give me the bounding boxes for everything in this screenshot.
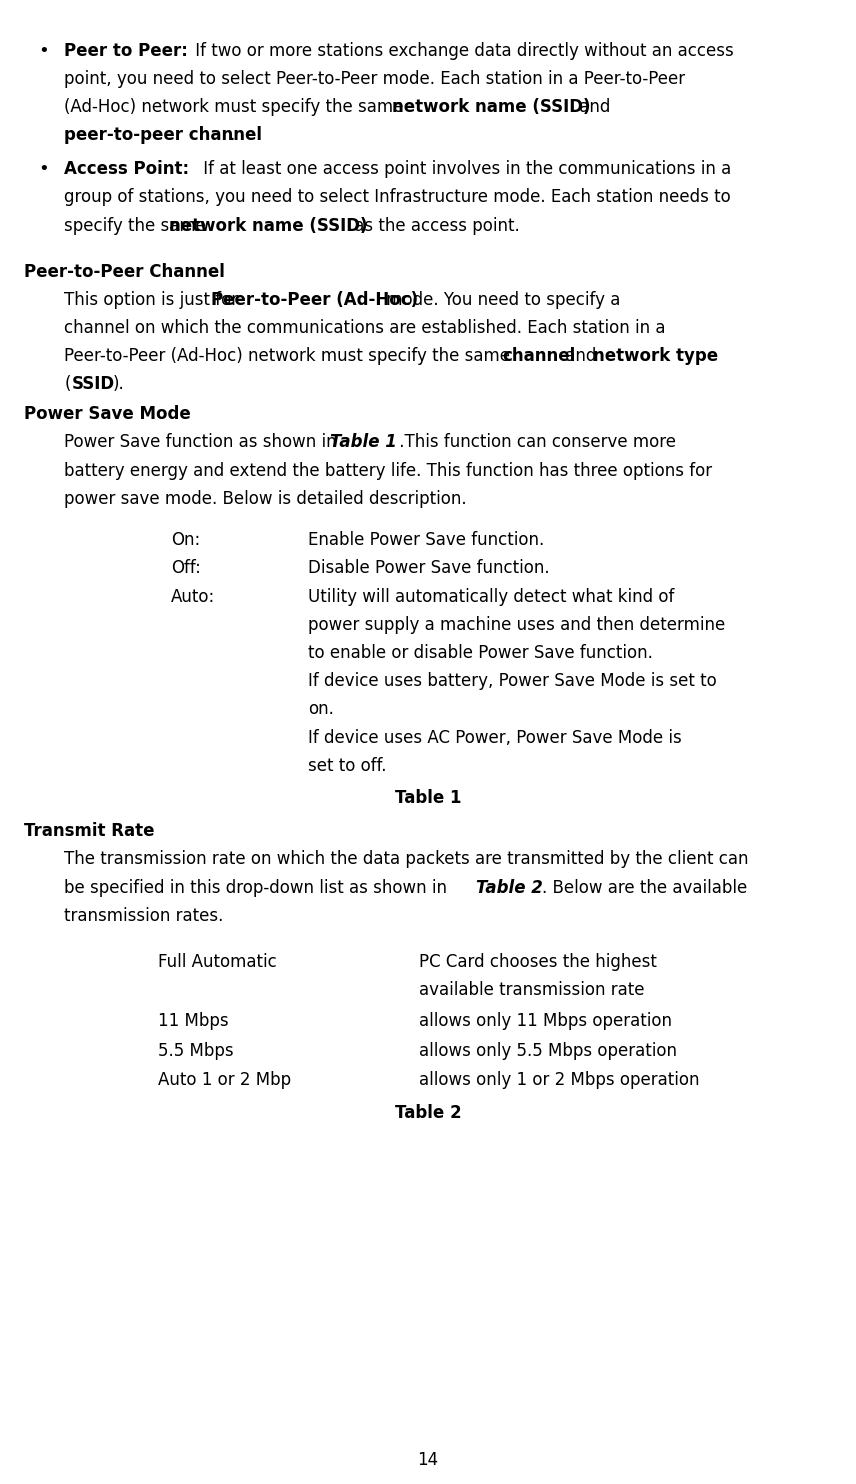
Text: If device uses AC Power, Power Save Mode is: If device uses AC Power, Power Save Mode… (308, 729, 682, 746)
Text: Transmit Rate: Transmit Rate (24, 822, 154, 840)
Text: and: and (560, 347, 602, 365)
Text: Auto:: Auto: (171, 588, 216, 605)
Text: transmission rates.: transmission rates. (64, 907, 223, 925)
Text: (: ( (64, 375, 70, 393)
Text: SSID: SSID (72, 375, 115, 393)
Text: Table 2: Table 2 (395, 1104, 461, 1122)
Text: If at least one access point involves in the communications in a: If at least one access point involves in… (198, 160, 731, 178)
Text: 14: 14 (418, 1451, 438, 1469)
Text: This option is just for: This option is just for (64, 291, 244, 309)
Text: Utility will automatically detect what kind of: Utility will automatically detect what k… (308, 588, 675, 605)
Text: ).: ). (113, 375, 125, 393)
Text: Table 1: Table 1 (395, 789, 461, 807)
Text: 11 Mbps: 11 Mbps (158, 1012, 229, 1030)
Text: allows only 11 Mbps operation: allows only 11 Mbps operation (419, 1012, 673, 1030)
Text: set to off.: set to off. (308, 757, 387, 775)
Text: Off:: Off: (171, 559, 201, 577)
Text: Disable Power Save function.: Disable Power Save function. (308, 559, 550, 577)
Text: •: • (39, 42, 50, 59)
Text: specify the same: specify the same (64, 217, 211, 234)
Text: .: . (229, 126, 235, 144)
Text: group of stations, you need to select Infrastructure mode. Each station needs to: group of stations, you need to select In… (64, 188, 731, 206)
Text: On:: On: (171, 531, 200, 549)
Text: peer-to-peer channel: peer-to-peer channel (64, 126, 262, 144)
Text: be specified in this drop-down list as shown in: be specified in this drop-down list as s… (64, 879, 453, 896)
Text: If two or more stations exchange data directly without an access: If two or more stations exchange data di… (190, 42, 734, 59)
Text: network name (SSID): network name (SSID) (392, 98, 591, 116)
Text: available transmission rate: available transmission rate (419, 981, 645, 999)
Text: mode. You need to specify a: mode. You need to specify a (381, 291, 621, 309)
Text: 5.5 Mbps: 5.5 Mbps (158, 1042, 234, 1060)
Text: (Ad-Hoc) network must specify the same: (Ad-Hoc) network must specify the same (64, 98, 409, 116)
Text: channel on which the communications are established. Each station in a: channel on which the communications are … (64, 319, 666, 337)
Text: .This function can conserve more: .This function can conserve more (394, 433, 675, 451)
Text: allows only 1 or 2 Mbps operation: allows only 1 or 2 Mbps operation (419, 1071, 700, 1089)
Text: allows only 5.5 Mbps operation: allows only 5.5 Mbps operation (419, 1042, 677, 1060)
Text: Auto 1 or 2 Mbp: Auto 1 or 2 Mbp (158, 1071, 292, 1089)
Text: channel: channel (502, 347, 576, 365)
Text: Peer-to-Peer (Ad-Hoc) network must specify the same: Peer-to-Peer (Ad-Hoc) network must speci… (64, 347, 515, 365)
Text: as the access point.: as the access point. (349, 217, 520, 234)
Text: Power Save Mode: Power Save Mode (24, 405, 191, 423)
Text: Enable Power Save function.: Enable Power Save function. (308, 531, 544, 549)
Text: . Below are the available: . Below are the available (542, 879, 747, 896)
Text: •: • (39, 160, 50, 178)
Text: Full Automatic: Full Automatic (158, 953, 277, 971)
Text: Table 2: Table 2 (476, 879, 543, 896)
Text: battery energy and extend the battery life. This function has three options for: battery energy and extend the battery li… (64, 462, 712, 479)
Text: Table 1: Table 1 (330, 433, 396, 451)
Text: Peer-to-Peer Channel: Peer-to-Peer Channel (24, 263, 225, 280)
Text: Peer-to-Peer (Ad-Hoc): Peer-to-Peer (Ad-Hoc) (211, 291, 419, 309)
Text: on.: on. (308, 700, 334, 718)
Text: power save mode. Below is detailed description.: power save mode. Below is detailed descr… (64, 490, 467, 508)
Text: Peer to Peer:: Peer to Peer: (64, 42, 188, 59)
Text: power supply a machine uses and then determine: power supply a machine uses and then det… (308, 616, 725, 634)
Text: Power Save function as shown in: Power Save function as shown in (64, 433, 342, 451)
Text: point, you need to select Peer-to-Peer mode. Each station in a Peer-to-Peer: point, you need to select Peer-to-Peer m… (64, 70, 686, 88)
Text: Access Point:: Access Point: (64, 160, 189, 178)
Text: and: and (574, 98, 609, 116)
Text: network type: network type (593, 347, 718, 365)
Text: PC Card chooses the highest: PC Card chooses the highest (419, 953, 657, 971)
Text: The transmission rate on which the data packets are transmitted by the client ca: The transmission rate on which the data … (64, 850, 749, 868)
Text: network name (SSID): network name (SSID) (169, 217, 367, 234)
Text: to enable or disable Power Save function.: to enable or disable Power Save function… (308, 644, 653, 662)
Text: If device uses battery, Power Save Mode is set to: If device uses battery, Power Save Mode … (308, 672, 717, 690)
